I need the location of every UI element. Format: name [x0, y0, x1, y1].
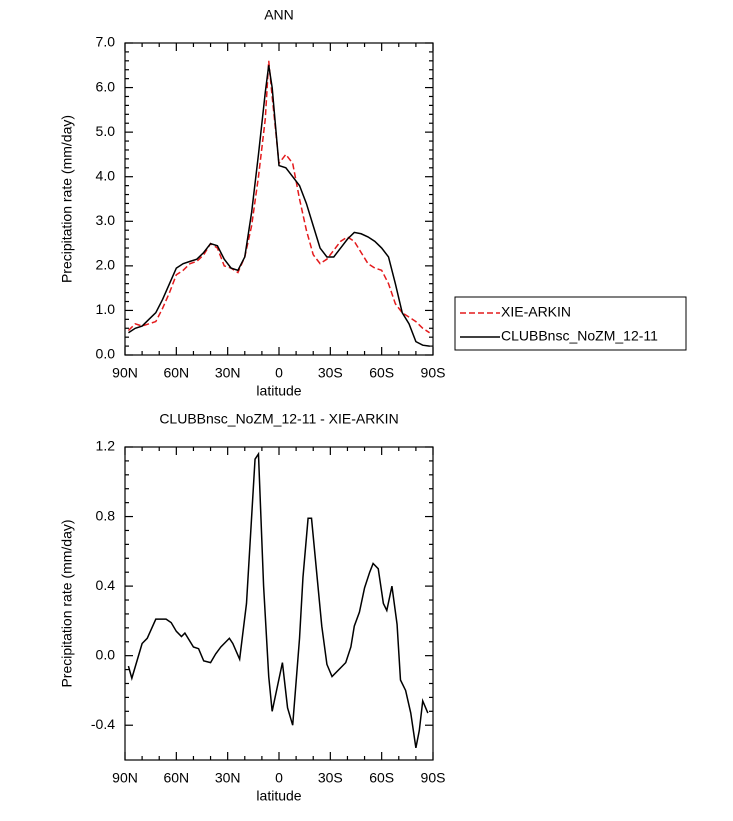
y-axis-label: Precipitation rate (mm/day): [59, 115, 75, 283]
legend-label: CLUBBnsc_NoZM_12-11: [501, 328, 658, 344]
data-line: [127, 451, 429, 748]
legend-label: XIE-ARKIN: [501, 304, 571, 320]
x-tick-label: 60S: [369, 365, 394, 381]
data-line: [128, 65, 430, 347]
y-axis-label: Precipitation rate (mm/day): [59, 519, 75, 687]
y-tick-label: 0.0: [96, 646, 116, 662]
y-tick-label: -0.4: [91, 716, 115, 732]
y-tick-label: 1.0: [96, 301, 116, 317]
x-axis-label: latitude: [256, 383, 301, 399]
x-tick-label: 90N: [112, 365, 138, 381]
y-tick-label: 3.0: [96, 212, 116, 228]
y-tick-label: 5.0: [96, 123, 116, 139]
y-tick-label: 4.0: [96, 167, 116, 183]
y-tick-label: 7.0: [96, 34, 116, 50]
y-tick-label: 0.0: [96, 346, 116, 362]
x-tick-label: 30S: [318, 365, 343, 381]
x-tick-label: 0: [275, 365, 283, 381]
chart-title: CLUBBnsc_NoZM_12-11 - XIE-ARKIN: [159, 411, 398, 427]
x-tick-label: 60S: [369, 770, 394, 786]
chart-title: ANN: [264, 7, 294, 23]
plot-frame: [124, 446, 434, 761]
x-tick-label: 60N: [163, 770, 189, 786]
y-tick-label: 0.4: [96, 577, 116, 593]
x-tick-label: 0: [275, 770, 283, 786]
y-tick-label: 6.0: [96, 78, 116, 94]
x-tick-label: 30N: [215, 365, 241, 381]
x-tick-label: 90S: [421, 770, 446, 786]
data-line: [127, 60, 430, 334]
y-tick-label: 2.0: [96, 257, 116, 273]
y-tick-label: 1.2: [96, 438, 116, 454]
x-tick-label: 90N: [112, 770, 138, 786]
x-tick-label: 30N: [215, 770, 241, 786]
x-axis-label: latitude: [256, 788, 301, 804]
x-tick-label: 60N: [163, 365, 189, 381]
y-tick-label: 0.8: [96, 507, 116, 523]
plot-frame: [124, 42, 434, 356]
legend-box: [454, 296, 687, 351]
x-tick-label: 90S: [421, 365, 446, 381]
x-tick-label: 30S: [318, 770, 343, 786]
